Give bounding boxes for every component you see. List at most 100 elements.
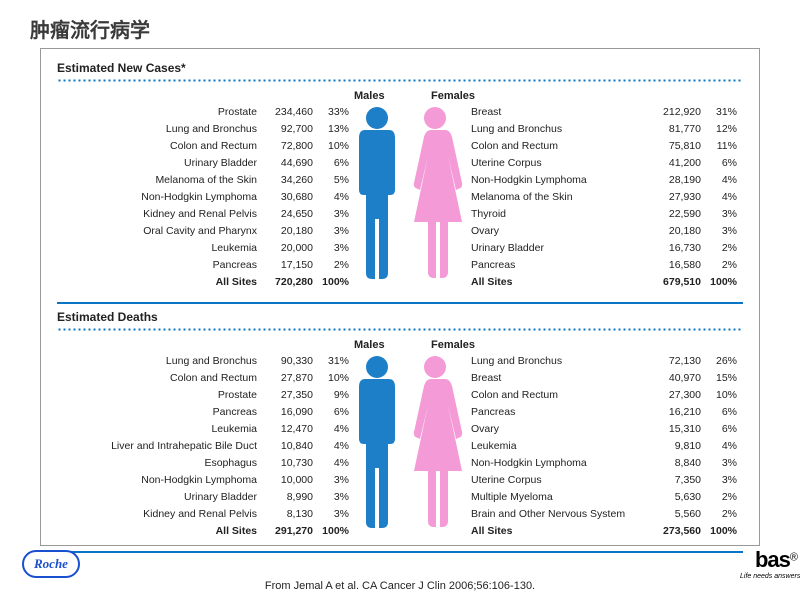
site-name: Breast xyxy=(469,370,651,387)
count-value: 72,130 xyxy=(651,353,701,370)
male-silhouette-icon xyxy=(359,107,395,279)
table-row: Leukemia20,0003% xyxy=(57,240,349,257)
site-name: All Sites xyxy=(469,523,651,540)
table-row: Pancreas16,0906% xyxy=(57,404,349,421)
table-row: Uterine Corpus41,2006% xyxy=(469,155,745,172)
pct-value: 10% xyxy=(313,370,349,387)
count-value: 5,560 xyxy=(651,506,701,523)
cobas-tagline: Life needs answers xyxy=(740,573,798,580)
table-row: Non-Hodgkin Lymphoma30,6804% xyxy=(57,189,349,206)
site-name: Colon and Rectum xyxy=(105,370,263,387)
count-value: 17,150 xyxy=(263,257,313,274)
count-value: 28,190 xyxy=(651,172,701,189)
count-value: 75,810 xyxy=(651,138,701,155)
count-value: 27,930 xyxy=(651,189,701,206)
cobas-text: bas xyxy=(755,547,790,572)
pct-value: 31% xyxy=(701,104,737,121)
pct-value: 6% xyxy=(313,404,349,421)
site-name: Oral Cavity and Pharynx xyxy=(105,223,263,240)
count-value: 291,270 xyxy=(263,523,313,540)
pct-value: 4% xyxy=(701,189,737,206)
table-row: Breast40,97015% xyxy=(469,370,745,387)
site-name: Non-Hodgkin Lymphoma xyxy=(105,472,263,489)
pct-value: 4% xyxy=(701,438,737,455)
count-value: 16,210 xyxy=(651,404,701,421)
count-value: 212,920 xyxy=(651,104,701,121)
pct-value: 6% xyxy=(701,421,737,438)
count-value: 24,650 xyxy=(263,206,313,223)
pct-value: 6% xyxy=(701,155,737,172)
pct-value: 100% xyxy=(701,274,737,291)
table-row: Lung and Bronchus72,13026% xyxy=(469,353,745,370)
pct-value: 3% xyxy=(701,455,737,472)
body-figures xyxy=(349,104,464,284)
pct-value: 26% xyxy=(701,353,737,370)
table-row: Colon and Rectum72,80010% xyxy=(57,138,349,155)
pct-value: 4% xyxy=(313,421,349,438)
pct-value: 6% xyxy=(313,155,349,172)
site-name: All Sites xyxy=(105,523,263,540)
table-row-total: All Sites679,510100% xyxy=(469,274,745,291)
pct-value: 33% xyxy=(313,104,349,121)
site-name: Multiple Myeloma xyxy=(469,489,651,506)
pct-value: 3% xyxy=(313,223,349,240)
count-value: 92,700 xyxy=(263,121,313,138)
count-value: 72,800 xyxy=(263,138,313,155)
table-row-total: All Sites291,270100% xyxy=(57,523,349,540)
pct-value: 3% xyxy=(313,472,349,489)
count-value: 20,000 xyxy=(263,240,313,257)
pct-value: 10% xyxy=(313,138,349,155)
count-value: 8,990 xyxy=(263,489,313,506)
table-row-total: All Sites720,280100% xyxy=(57,274,349,291)
count-value: 27,350 xyxy=(263,387,313,404)
table-row: Colon and Rectum27,30010% xyxy=(469,387,745,404)
table-row: Urinary Bladder44,6906% xyxy=(57,155,349,172)
site-name: Pancreas xyxy=(469,257,651,274)
site-name: Leukemia xyxy=(105,240,263,257)
site-name: Urinary Bladder xyxy=(105,489,263,506)
male-silhouette-icon xyxy=(359,356,395,528)
table-row: Melanoma of the Skin34,2605% xyxy=(57,172,349,189)
table-row: Prostate27,3509% xyxy=(57,387,349,404)
table-row: Leukemia9,8104% xyxy=(469,438,745,455)
female-silhouette-icon xyxy=(414,107,462,278)
pct-value: 2% xyxy=(701,240,737,257)
pct-value: 6% xyxy=(701,404,737,421)
table-row: Esophagus10,7304% xyxy=(57,455,349,472)
site-name: Leukemia xyxy=(105,421,263,438)
site-name: Ovary xyxy=(469,421,651,438)
solid-rule xyxy=(57,302,743,304)
pct-value: 4% xyxy=(313,455,349,472)
table-row: Leukemia12,4704% xyxy=(57,421,349,438)
count-value: 5,630 xyxy=(651,489,701,506)
table-row: Brain and Other Nervous System5,5602% xyxy=(469,506,745,523)
roche-logo: Roche xyxy=(22,550,80,578)
count-value: 7,350 xyxy=(651,472,701,489)
count-value: 10,730 xyxy=(263,455,313,472)
site-name: Non-Hodgkin Lymphoma xyxy=(469,172,651,189)
pct-value: 2% xyxy=(701,257,737,274)
count-value: 10,000 xyxy=(263,472,313,489)
pct-value: 100% xyxy=(701,523,737,540)
pct-value: 11% xyxy=(701,138,737,155)
count-value: 720,280 xyxy=(263,274,313,291)
count-value: 20,180 xyxy=(263,223,313,240)
pct-value: 4% xyxy=(313,438,349,455)
section-heading-newcases: Estimated New Cases* xyxy=(57,61,743,75)
count-value: 12,470 xyxy=(263,421,313,438)
count-value: 44,690 xyxy=(263,155,313,172)
count-value: 27,870 xyxy=(263,370,313,387)
cobas-logo: bas® Life needs answers xyxy=(740,547,798,580)
table-row: Urinary Bladder8,9903% xyxy=(57,489,349,506)
site-name: Pancreas xyxy=(105,257,263,274)
pct-value: 3% xyxy=(313,240,349,257)
block-newcases: Males Females Prostate234,46033%Lung and… xyxy=(57,90,743,300)
pct-value: 3% xyxy=(701,206,737,223)
body-figures xyxy=(349,353,464,533)
site-name: Liver and Intrahepatic Bile Duct xyxy=(105,438,263,455)
table-row: Non-Hodgkin Lymphoma10,0003% xyxy=(57,472,349,489)
pct-value: 5% xyxy=(313,172,349,189)
females-table-deaths: Lung and Bronchus72,13026%Breast40,97015… xyxy=(469,353,745,540)
site-name: Brain and Other Nervous System xyxy=(469,506,651,523)
block-deaths: Males Females Lung and Bronchus90,33031%… xyxy=(57,339,743,549)
